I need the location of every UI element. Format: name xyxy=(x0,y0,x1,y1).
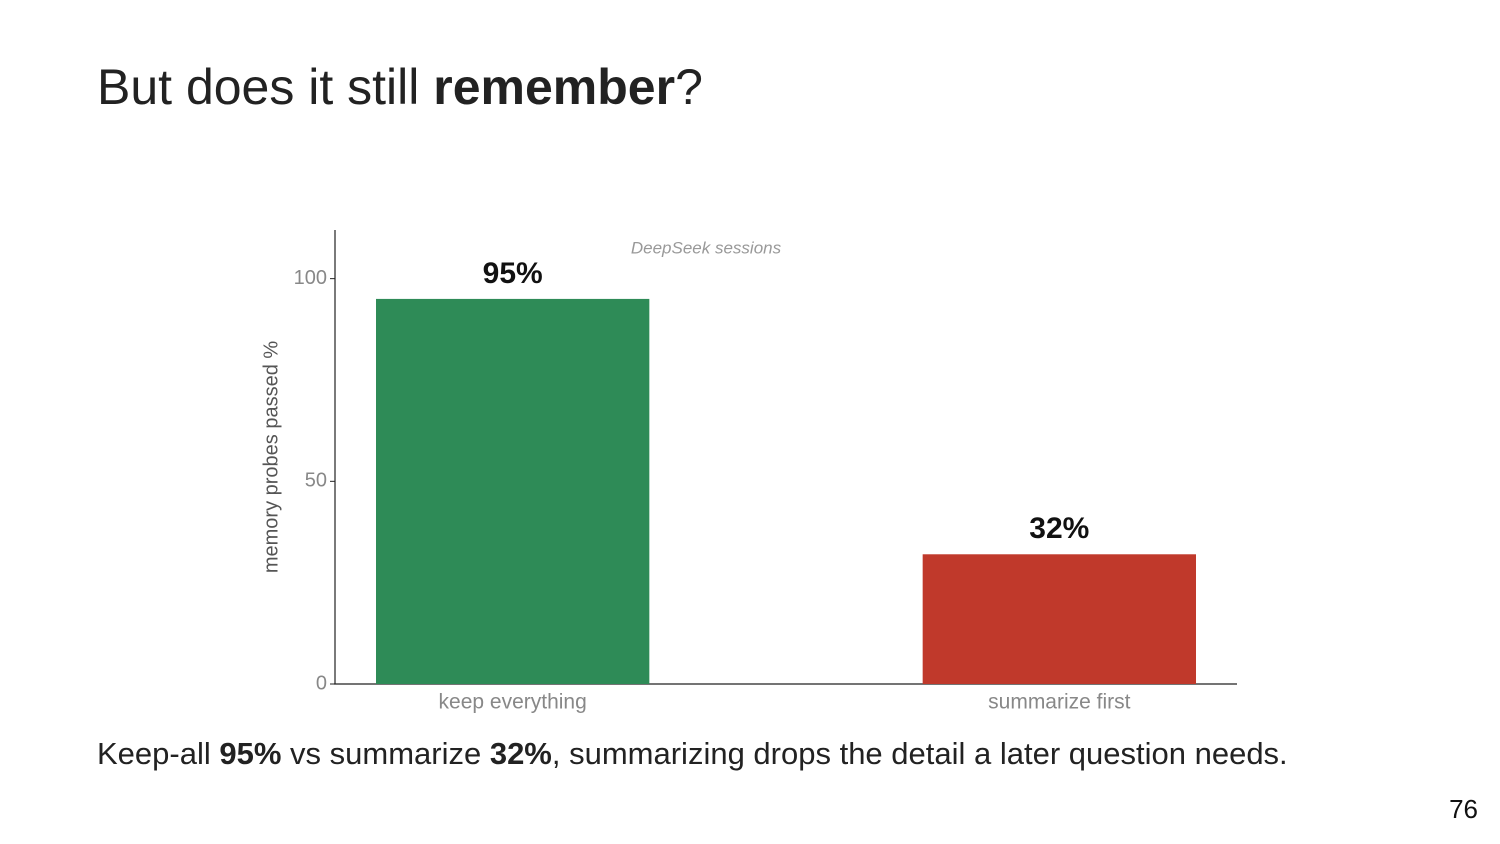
x-tick-label: keep everything xyxy=(439,691,587,714)
y-tick-label: 50 xyxy=(305,470,327,492)
caption-text: , summarizing drops the detail a later q… xyxy=(551,736,1288,771)
caption-text: vs summarize xyxy=(281,736,490,771)
bar xyxy=(376,298,650,684)
title-bold: remember xyxy=(433,59,676,115)
y-tick-label: 100 xyxy=(294,267,327,289)
caption-bold: 32% xyxy=(489,736,552,771)
page-number: 76 xyxy=(1449,794,1478,824)
title-text: But does it still xyxy=(97,59,434,115)
bar xyxy=(922,554,1196,684)
x-tick-label: summarize first xyxy=(988,691,1131,714)
slide-title: But does it still remember? xyxy=(97,58,703,116)
caption-bold: 95% xyxy=(219,736,282,771)
value-label: 32% xyxy=(1029,512,1089,545)
y-axis-label: memory probes passed % xyxy=(260,341,282,574)
title-end: ? xyxy=(675,59,703,115)
chart-subtitle: DeepSeek sessions xyxy=(631,238,782,257)
caption: Keep-all 95% vs summarize 32%, summarizi… xyxy=(97,736,1288,772)
caption-text: Keep-all xyxy=(97,736,220,771)
y-tick-label: 0 xyxy=(316,672,327,694)
value-label: 95% xyxy=(483,257,543,290)
